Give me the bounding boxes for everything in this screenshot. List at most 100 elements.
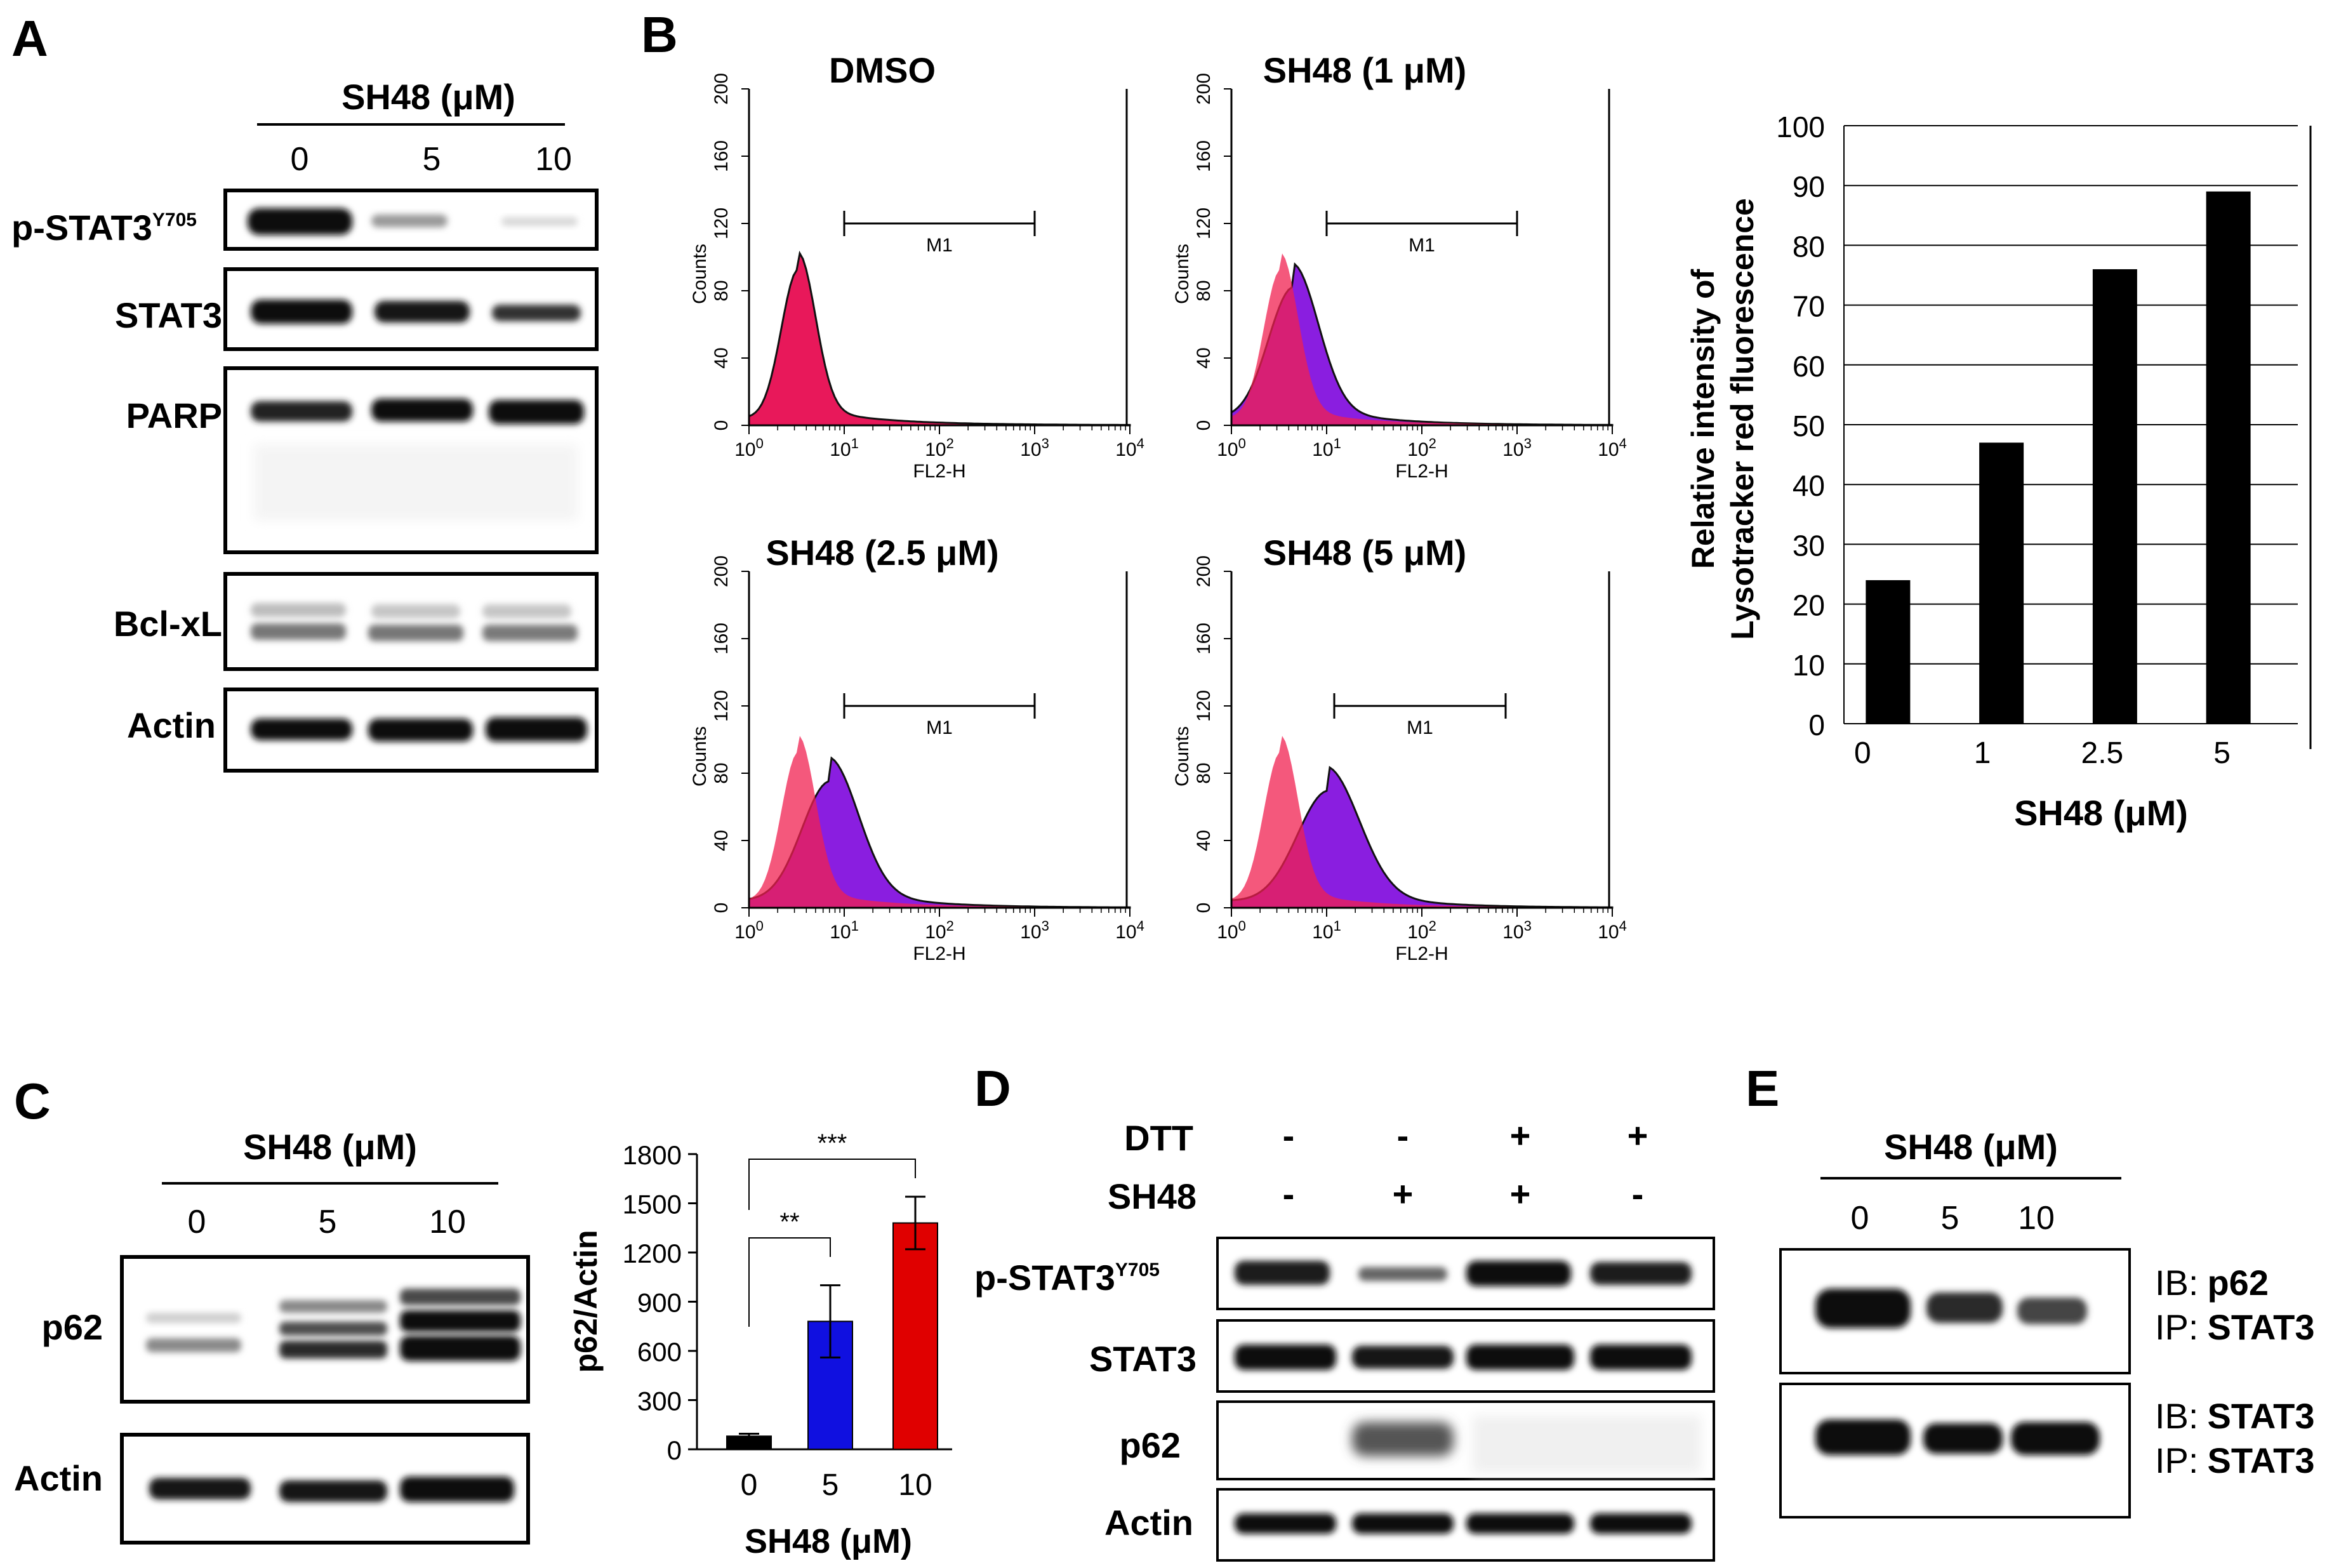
hist-y-label: Counts (689, 244, 710, 304)
hist-y-tick: 80 (711, 762, 732, 783)
hist-y-tick: 200 (1193, 555, 1214, 587)
panel-d-row-label: p62 (1120, 1425, 1181, 1465)
y-tick-label: 70 (1793, 290, 1825, 323)
bar (892, 1222, 938, 1450)
panel-e-header: SH48 (μM) (1884, 1127, 2058, 1167)
y-tick-label: 1500 (623, 1190, 682, 1219)
bar-chart-lysotracker: 0 10 20 30 40 50 60 70 80 90 100 0 1 2.5 5 SH48 (μM) Rel… (1685, 110, 2312, 833)
hist-x-tick: 103 (1020, 918, 1049, 943)
panel-d-row-label: p-STAT3Y705 (974, 1258, 1160, 1298)
hist-x-tick: 100 (1217, 918, 1246, 943)
y-tick-label: 1200 (623, 1239, 682, 1268)
y-tick-label: 300 (637, 1386, 682, 1416)
panel-c: C SH48 (μM) 0 5 10 p62 Actin 0 300 600 900 1… (14, 1073, 952, 1560)
hist-y-tick: 80 (1193, 280, 1214, 301)
panel-c-lane-10: 10 (429, 1204, 466, 1240)
panel-e-lane-10: 10 (2018, 1200, 2055, 1237)
hist-y-tick: 40 (1193, 830, 1214, 851)
hist-x-label: FL2-H (1395, 943, 1448, 964)
hist-y-tick: 80 (711, 280, 732, 301)
panel-a-row-label: PARP (126, 395, 222, 435)
hist-y-tick: 160 (711, 623, 732, 654)
hist-x-label: FL2-H (1395, 461, 1448, 482)
y-tick-label: 80 (1793, 230, 1825, 263)
x-tick-label: 5 (822, 1468, 839, 1502)
panel-c-row-label: p62 (42, 1307, 103, 1347)
hist-x-tick: 102 (925, 435, 954, 460)
hist-y-tick: 160 (1193, 623, 1214, 654)
panel-d-sign: - (1397, 1115, 1409, 1155)
y-tick-label: 600 (637, 1337, 682, 1367)
hist-x-tick: 102 (925, 918, 954, 943)
hist-y-tick: 120 (1193, 690, 1214, 722)
blot-a-pstat3 (223, 189, 599, 251)
panel-d-sign: + (1510, 1115, 1531, 1155)
histogram-control-curve (749, 736, 1130, 908)
panel-a: A SH48 (μM) 0 5 10 p-STAT3Y705 STAT3 PAR… (11, 10, 599, 773)
histogram-control-curve (1231, 253, 1612, 425)
hist-y-tick: 200 (711, 555, 732, 587)
blot-e-ib-stat3 (1779, 1383, 2131, 1518)
panel-e-lane-0: 0 (1851, 1200, 1869, 1237)
blot-d-actin (1216, 1488, 1715, 1562)
hist-y-tick: 120 (711, 690, 732, 722)
blot-a-stat3 (223, 267, 599, 351)
y-tick-label: 60 (1793, 350, 1825, 383)
y-tick-label: 0 (667, 1435, 682, 1465)
hist-y-tick: 0 (1193, 903, 1214, 914)
bar (1866, 580, 1911, 724)
panel-a-label: A (11, 10, 48, 67)
histogram-2: 0 40 80 120 160 200 Counts 100 101 102 103 104 FL2-H… (689, 533, 1144, 964)
panel-d-sign: + (1393, 1174, 1414, 1214)
y-tick-label: 100 (1776, 110, 1825, 143)
hist-y-tick: 0 (1193, 420, 1214, 431)
gate-marker-label: M1 (1409, 235, 1435, 256)
y-tick-label: 50 (1793, 409, 1825, 442)
blot-c-p62 (120, 1255, 530, 1404)
panel-c-lane-5: 5 (319, 1204, 337, 1240)
panel-a-row-label: p-STAT3Y705 (11, 208, 197, 248)
hist-x-tick: 103 (1020, 435, 1049, 460)
panel-d-sign: + (1628, 1115, 1648, 1155)
histogram-grid: 0 40 80 120 160 200 Counts 100 101 102 103 104 FL2-H… (689, 50, 1627, 964)
panel-d-row-label: Actin (1104, 1503, 1193, 1543)
panel-d-row-label: STAT3 (1089, 1339, 1197, 1379)
blot-a-parp (223, 366, 599, 554)
hist-x-tick: 101 (1312, 435, 1341, 460)
hist-y-tick: 160 (711, 140, 732, 172)
panel-e-ip-label: IP: STAT3 (2155, 1307, 2315, 1347)
histogram-title: DMSO (829, 50, 936, 90)
panel-e-label: E (1746, 1060, 1779, 1117)
hist-x-tick: 104 (1115, 918, 1144, 943)
blot-a-actin (223, 688, 599, 773)
hist-x-tick: 100 (734, 435, 764, 460)
panel-d: D DTT SH48 - - + + - + + - p-STAT3Y705 S… (974, 1060, 1715, 1562)
blot-c-actin (120, 1433, 530, 1545)
x-axis-label: SH48 (μM) (2014, 793, 2188, 833)
panel-a-lane-10: 10 (535, 141, 572, 178)
panel-d-condition-label: SH48 (1108, 1176, 1197, 1216)
y-axis-label: Relative intensity of (1685, 269, 1721, 569)
blot-d-p62 (1216, 1400, 1715, 1480)
hist-y-tick: 0 (711, 420, 732, 431)
significance-label: ** (779, 1208, 799, 1236)
hist-y-tick: 200 (711, 73, 732, 105)
x-tick-label: 0 (1854, 736, 1871, 770)
histogram-control-curve (1231, 736, 1612, 908)
histogram-1: 0 40 80 120 160 200 Counts 100 101 102 103 104 FL2-H… (1172, 50, 1627, 482)
hist-x-tick: 103 (1502, 435, 1532, 460)
hist-x-tick: 103 (1502, 918, 1532, 943)
gate-marker-label: M1 (926, 717, 953, 738)
hist-x-tick: 101 (830, 435, 859, 460)
hist-x-tick: 104 (1115, 435, 1144, 460)
y-tick-label: 0 (1808, 708, 1825, 741)
histogram-title: SH48 (2.5 μM) (766, 533, 998, 573)
x-tick-label: 2.5 (2081, 736, 2124, 770)
significance-label: *** (818, 1129, 847, 1157)
y-tick-label: 30 (1793, 529, 1825, 562)
y-tick-label: 900 (637, 1288, 682, 1318)
bar (1979, 442, 2024, 724)
blot-e-ib-p62 (1779, 1248, 2131, 1374)
panel-c-header: SH48 (μM) (243, 1127, 417, 1167)
